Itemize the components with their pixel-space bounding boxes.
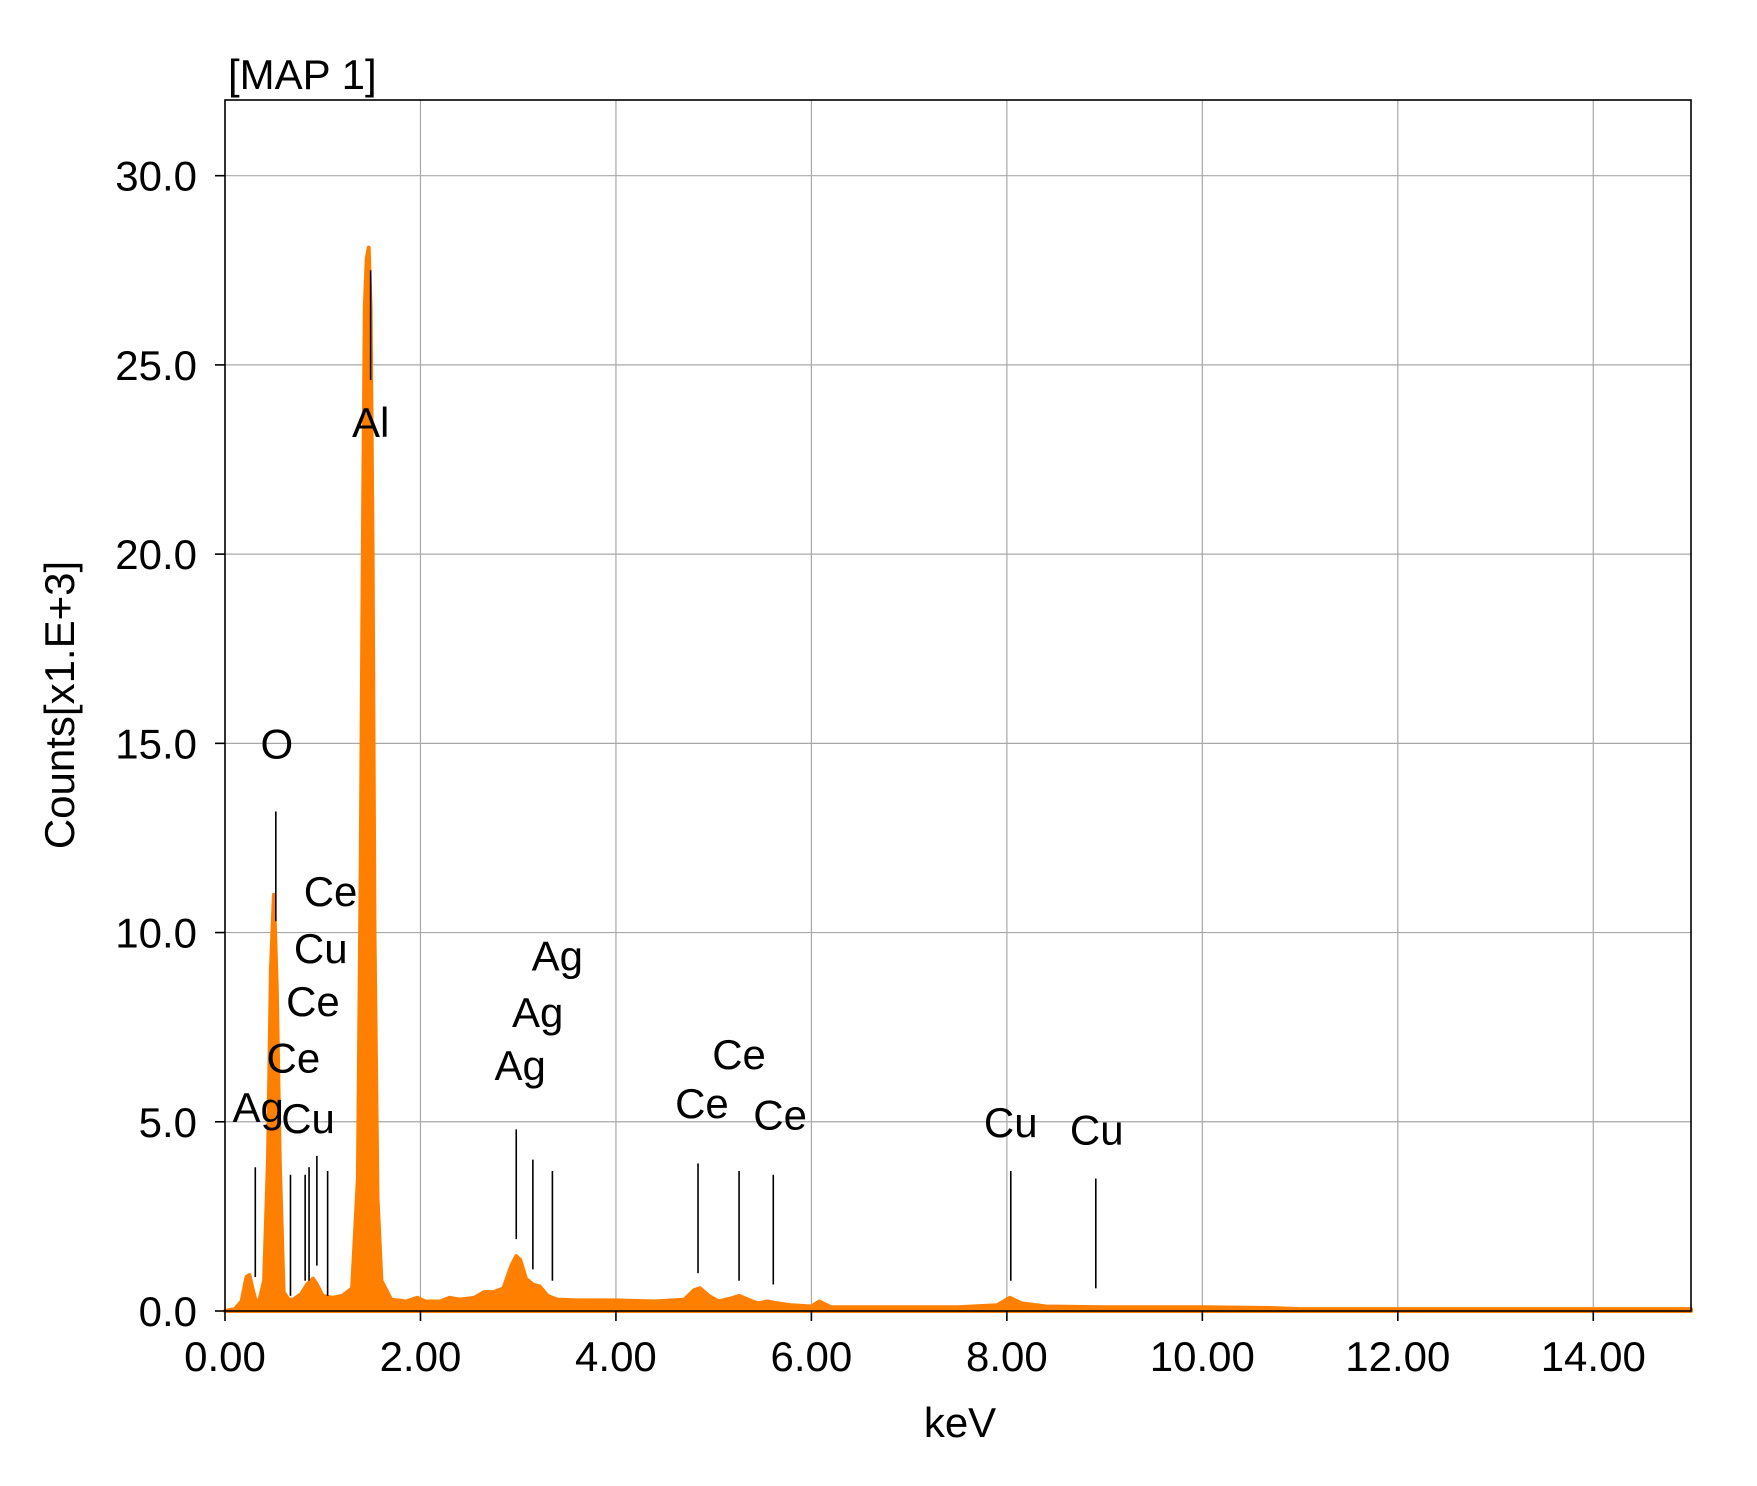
y-tick-label: 5.0	[139, 1099, 197, 1146]
peak-label: Ag	[494, 1042, 545, 1089]
y-tick-label: 20.0	[115, 531, 197, 578]
x-axis-title: keV	[924, 1399, 996, 1446]
peak-marker-ag: Ag	[512, 989, 563, 1270]
x-tick-label: 12.00	[1345, 1333, 1450, 1380]
y-tick-label: 0.0	[139, 1288, 197, 1335]
peak-label: Cu	[984, 1099, 1038, 1146]
peak-marker-ag: Ag	[233, 1084, 284, 1277]
peak-label: Al	[352, 399, 389, 446]
peak-marker-cu: Cu	[294, 925, 348, 1266]
peak-marker-ag: Ag	[532, 932, 583, 1281]
peak-marker-ce: Ce	[286, 978, 340, 1281]
x-tick-label: 10.00	[1150, 1333, 1255, 1380]
chart-title: [MAP 1]	[228, 51, 377, 98]
peak-label: Ce	[675, 1080, 729, 1127]
peak-marker-o: O	[260, 720, 293, 922]
peak-label: Ce	[753, 1091, 807, 1138]
peak-label: Ce	[286, 978, 340, 1025]
x-tick-label: 2.00	[380, 1333, 462, 1380]
x-tick-label: 8.00	[966, 1333, 1048, 1380]
peak-marker-ag: Ag	[494, 1042, 546, 1240]
y-tick-label: 25.0	[115, 342, 197, 389]
spectrum-area	[223, 245, 1693, 1313]
tick-labels: 0.00 2.00 4.00 6.00 8.00 10.00 12.00 14.00 0.0 5.…	[115, 153, 1646, 1380]
peak-marker-cu: Cu	[281, 1095, 335, 1281]
x-tick-label: 0.00	[184, 1333, 266, 1380]
spectrum-series	[223, 245, 1693, 1313]
peak-marker-al: Al	[352, 270, 389, 446]
peak-label: Ce	[712, 1031, 766, 1078]
peak-marker-ce: Ce	[753, 1091, 807, 1285]
y-axis-title: Counts[x1.E+3]	[36, 561, 83, 849]
peak-label: Ag	[233, 1084, 284, 1131]
peak-label: Ag	[512, 989, 563, 1036]
plot-frame	[224, 99, 1692, 1312]
peak-label: Ce	[304, 868, 358, 915]
y-tick-label: 30.0	[115, 153, 197, 200]
x-tick-label: 4.00	[575, 1333, 657, 1380]
peak-label: Ag	[532, 932, 583, 979]
grid-lines	[225, 100, 1691, 1311]
peak-label: Cu	[294, 925, 348, 972]
peak-label: Ce	[267, 1035, 321, 1082]
y-tick-label: 15.0	[115, 720, 197, 767]
peak-marker-ce: Ce	[675, 1080, 729, 1274]
plot-border	[224, 99, 1692, 1312]
y-tick-label: 10.0	[115, 910, 197, 957]
peak-label: O	[260, 720, 293, 767]
peak-marker-cu: Cu	[984, 1099, 1038, 1281]
x-tick-label: 6.00	[771, 1333, 853, 1380]
x-tick-label: 14.00	[1541, 1333, 1646, 1380]
peak-marker-ce: Ce	[712, 1031, 766, 1281]
peak-label: Cu	[281, 1095, 335, 1142]
peak-marker-ce: Ce	[304, 868, 358, 1296]
peak-label: Cu	[1070, 1106, 1124, 1153]
peak-marker-ce: Ce	[267, 1035, 321, 1296]
peak-marker-cu: Cu	[1070, 1106, 1124, 1289]
